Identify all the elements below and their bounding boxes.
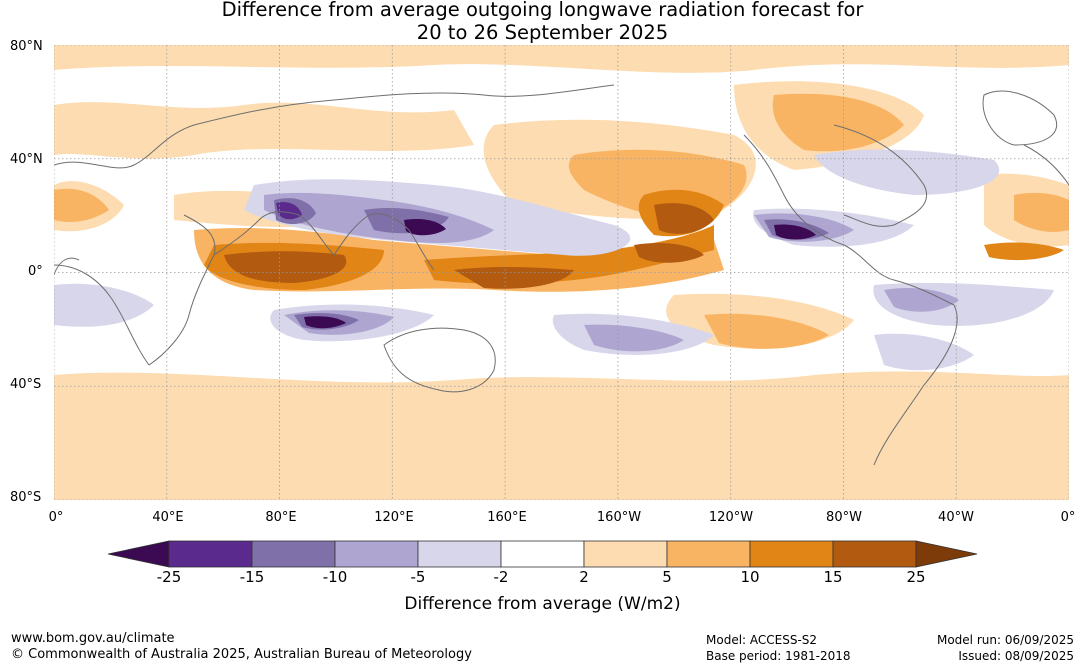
lon-label-80e: 80°E <box>265 510 297 525</box>
colourbar-tick-label: -25 <box>156 568 182 586</box>
lat-label-equator: 0° <box>28 264 43 279</box>
issued-date: Issued: 08/09/2025 <box>958 649 1074 663</box>
lat-label-80s: 80°S <box>10 490 42 505</box>
colourbar-max-arrow <box>915 540 978 568</box>
graticule <box>54 45 1069 500</box>
lat-label-40s: 40°S <box>10 377 42 392</box>
colourbar-tick-label: -15 <box>239 568 265 586</box>
lon-label-0: 0° <box>48 510 64 525</box>
colourbar-segment <box>832 540 917 568</box>
colourbar-segment <box>583 540 668 568</box>
colourbar-segment <box>749 540 834 568</box>
olr-anomaly-map <box>54 45 1069 500</box>
colourbar-tick-label: 15 <box>823 568 843 586</box>
lat-label-80n: 80°N <box>10 39 43 54</box>
colourbar-tick-label: -10 <box>322 568 348 586</box>
colourbar-segment <box>334 540 419 568</box>
colourbar-tick-label: -2 <box>493 568 509 586</box>
colourbar-tick-label: -5 <box>410 568 426 586</box>
base-period: Base period: 1981-2018 <box>706 649 851 663</box>
map-title-line-1: Difference from average outgoing longwav… <box>221 0 864 21</box>
colourbar-min-arrow <box>107 540 170 568</box>
colourbar-tick-label: 10 <box>740 568 760 586</box>
lon-label-40w: 40°W <box>938 510 974 525</box>
lon-label-40e: 40°E <box>152 510 184 525</box>
copyright-notice: © Commonwealth of Australia 2025, Austra… <box>11 647 472 662</box>
coastlines <box>54 84 1069 466</box>
model-run-date: Model run: 06/09/2025 <box>936 633 1074 647</box>
lat-label-40n: 40°N <box>10 152 43 167</box>
colourbar-segment <box>666 540 751 568</box>
colourbar-segment <box>251 540 336 568</box>
lon-label-360: 0° <box>1060 510 1076 525</box>
lon-label-80w: 80°W <box>826 510 862 525</box>
colourbar-segment <box>500 540 585 568</box>
colourbar-tick-label: 25 <box>906 568 926 586</box>
colourbar-segment <box>417 540 502 568</box>
colourbar-tick-label: 5 <box>662 568 672 586</box>
lon-label-120w: 120°W <box>708 510 754 525</box>
model-name: Model: ACCESS-S2 <box>706 633 818 647</box>
lon-label-160w: 160°W <box>596 510 642 525</box>
website-link[interactable]: www.bom.gov.au/climate <box>11 631 175 646</box>
colourbar-segment <box>168 540 253 568</box>
lon-label-160e: 160°E <box>487 510 527 525</box>
lon-label-120e: 120°E <box>374 510 414 525</box>
map-title-line-2: 20 to 26 September 2025 <box>416 21 669 44</box>
colourbar-title: Difference from average (W/m2) <box>404 594 681 614</box>
anomaly-fields <box>54 45 1069 500</box>
colourbar-tick-label: 2 <box>579 568 589 586</box>
